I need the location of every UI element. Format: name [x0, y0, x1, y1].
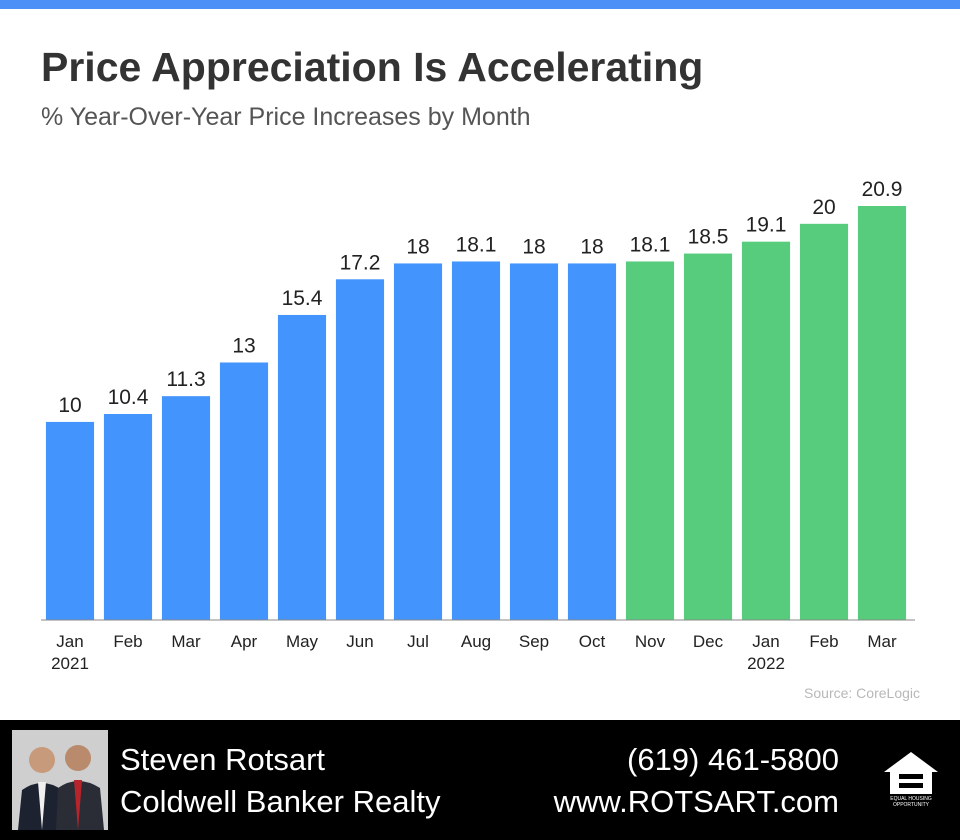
- x-tick-label-7: Jul: [407, 632, 429, 651]
- value-label-7: 18: [406, 235, 429, 258]
- x-tick-label-1: Jan: [56, 632, 83, 651]
- value-label-14: 20: [812, 196, 835, 219]
- bar-8: [451, 261, 501, 620]
- bar-9: [509, 263, 559, 620]
- phone-number[interactable]: (619) 461-5800: [627, 742, 839, 777]
- bar-2: [103, 413, 153, 620]
- x-tick-label-2: Feb: [113, 632, 142, 651]
- bar-12: [683, 253, 733, 620]
- bar-3: [161, 396, 211, 620]
- x-tick-year-1: 2021: [51, 654, 89, 673]
- logo-text: EQUAL HOUSING OPPORTUNITY: [890, 796, 932, 808]
- bar-chart: 10 Jan 2021 10.4 Feb 11.3 Mar 13 Apr 15.4 May 17.2 J…: [41, 178, 915, 673]
- agent-photo: [12, 730, 108, 830]
- value-label-1: 10: [58, 394, 81, 417]
- value-label-2: 10.4: [108, 386, 149, 409]
- x-tick-label-12: Dec: [693, 632, 724, 651]
- source-note: Source: CoreLogic: [804, 685, 920, 701]
- x-tick-label-10: Oct: [579, 632, 606, 651]
- bar-4: [219, 362, 269, 620]
- footer-banner: Steven Rotsart Coldwell Banker Realty (6…: [0, 720, 960, 840]
- x-tick-label-11: Nov: [635, 632, 666, 651]
- company-name: Coldwell Banker Realty: [120, 784, 441, 819]
- value-label-13: 19.1: [746, 214, 787, 237]
- agent-name: Steven Rotsart: [120, 742, 326, 777]
- value-label-9: 18: [522, 235, 545, 258]
- x-tick-label-8: Aug: [461, 632, 491, 651]
- value-label-10: 18: [580, 235, 603, 258]
- bar-10: [567, 263, 617, 620]
- bar-7: [393, 263, 443, 620]
- bar-6: [335, 279, 385, 620]
- bar-13: [741, 241, 791, 620]
- value-label-5: 15.4: [282, 287, 323, 310]
- value-label-8: 18.1: [456, 233, 497, 256]
- chart-title: Price Appreciation Is Accelerating: [41, 44, 704, 90]
- x-tick-label-6: Jun: [346, 632, 373, 651]
- x-tick-year-13: 2022: [747, 654, 785, 673]
- value-label-12: 18.5: [688, 226, 729, 249]
- x-tick-label-14: Feb: [809, 632, 838, 651]
- top-accent-bar: [0, 0, 960, 9]
- bar-5: [277, 314, 327, 620]
- equal-housing-opportunity-icon: EQUAL HOUSING OPPORTUNITY: [880, 750, 942, 816]
- value-label-6: 17.2: [340, 251, 381, 274]
- value-label-4: 13: [232, 334, 255, 357]
- x-tick-label-13: Jan: [752, 632, 779, 651]
- value-label-15: 20.9: [862, 178, 903, 201]
- x-tick-label-15: Mar: [867, 632, 897, 651]
- website-link[interactable]: www.ROTSART.com: [553, 784, 839, 819]
- value-label-11: 18.1: [630, 233, 671, 256]
- x-tick-label-9: Sep: [519, 632, 549, 651]
- bar-11: [625, 261, 675, 620]
- x-tick-label-3: Mar: [171, 632, 201, 651]
- bar-1: [45, 421, 95, 620]
- bar-15: [857, 206, 907, 620]
- value-label-3: 11.3: [166, 368, 205, 391]
- x-tick-label-4: Apr: [231, 632, 258, 651]
- chart-subtitle: % Year-Over-Year Price Increases by Mont…: [41, 103, 531, 131]
- x-tick-label-5: May: [286, 632, 319, 651]
- bar-14: [799, 223, 849, 620]
